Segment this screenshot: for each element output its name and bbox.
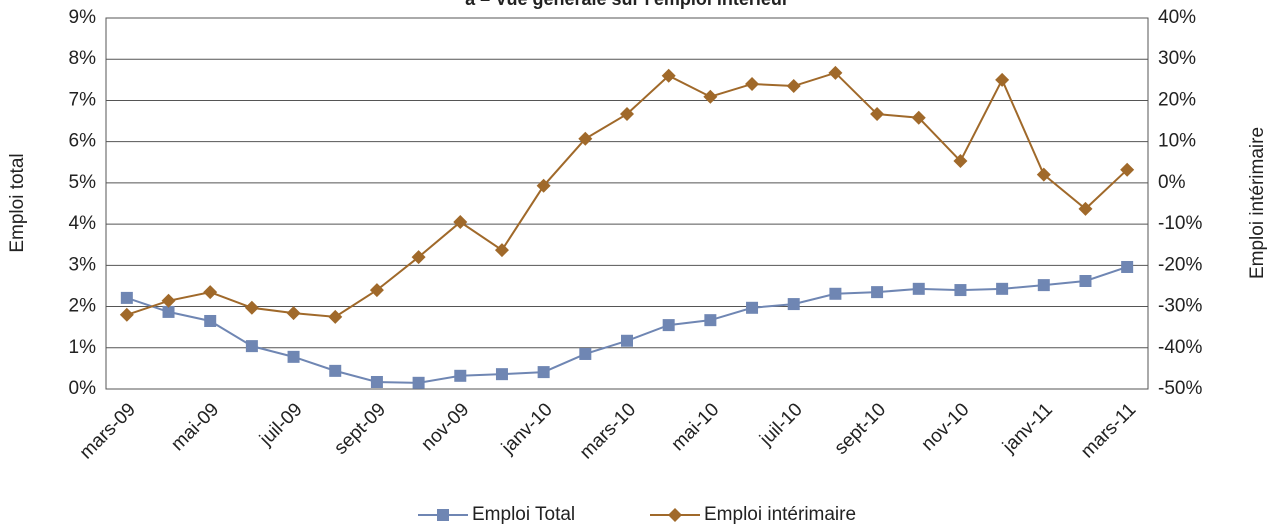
point — [119, 307, 134, 322]
legend-label: Emploi Total — [472, 504, 575, 525]
y-tick-label: 5% — [69, 172, 97, 193]
point — [1036, 167, 1051, 182]
point — [828, 65, 843, 80]
point — [411, 250, 426, 265]
y-axis-title: Emploi total — [7, 153, 28, 252]
point — [454, 369, 467, 382]
x-tick-label: mai-09 — [167, 399, 223, 455]
point — [286, 306, 301, 321]
point — [703, 89, 718, 104]
y-tick-label: 4% — [69, 213, 97, 234]
point — [662, 319, 675, 332]
y-tick-label: 1% — [69, 337, 97, 358]
point — [120, 291, 133, 304]
y2-tick-label: 40% — [1158, 7, 1196, 28]
point — [494, 243, 509, 258]
point — [203, 285, 218, 300]
point — [328, 309, 343, 324]
point — [412, 376, 425, 389]
point — [829, 287, 842, 300]
point — [911, 110, 926, 125]
plot-border — [105, 17, 1149, 390]
x-tick-label: juil-10 — [755, 399, 806, 450]
point — [1078, 201, 1093, 216]
point — [704, 314, 717, 327]
y-tick-label: 0% — [69, 378, 97, 399]
y2-tick-label: 0% — [1158, 172, 1186, 193]
y-tick-label: 3% — [69, 254, 97, 275]
point — [370, 375, 383, 388]
x-tick-label: mai-10 — [668, 399, 724, 455]
y2-tick-label: -30% — [1158, 296, 1202, 317]
y-tick-label: 7% — [69, 89, 97, 110]
y-tick-label: 9% — [69, 7, 97, 28]
point — [953, 154, 968, 169]
y-tick-label: 2% — [69, 296, 97, 317]
point — [786, 79, 801, 94]
y2-tick-label: -50% — [1158, 378, 1202, 399]
point — [746, 301, 759, 314]
point — [621, 334, 633, 347]
point — [495, 368, 508, 381]
point — [954, 284, 967, 297]
y2-tick-label: -40% — [1158, 337, 1202, 358]
point — [745, 76, 760, 91]
y2-tick-label: -10% — [1158, 213, 1202, 234]
point — [871, 286, 884, 299]
point — [912, 282, 925, 295]
x-tick-label: sept-09 — [330, 399, 390, 459]
point — [787, 298, 800, 311]
legend-marker — [437, 509, 449, 521]
point — [1121, 260, 1134, 273]
series-line — [126, 266, 1128, 384]
chart-title: a – Vue générale sur l'emploi intérieur — [465, 0, 789, 9]
point — [161, 293, 176, 308]
point — [369, 283, 384, 298]
x-tick-label: nov-09 — [417, 399, 473, 455]
y2-tick-label: 10% — [1158, 131, 1196, 152]
y2-tick-label: -20% — [1158, 254, 1202, 275]
point — [537, 366, 550, 379]
legend-marker — [668, 508, 682, 522]
x-tick-label: mars-10 — [576, 399, 640, 463]
point — [995, 72, 1010, 87]
legend-label: Emploi intérimaire — [704, 504, 856, 525]
x-tick-label: sept-10 — [831, 399, 891, 459]
point — [162, 305, 175, 318]
x-tick-label: mars-09 — [76, 399, 140, 463]
point — [1079, 274, 1092, 287]
point — [996, 282, 1009, 295]
x-tick-label: juil-09 — [255, 399, 306, 450]
point — [245, 340, 258, 353]
point — [620, 107, 634, 122]
point — [244, 300, 259, 315]
point — [287, 350, 300, 363]
point — [453, 215, 468, 230]
x-tick-label: nov-10 — [918, 399, 974, 455]
x-tick-label: mars-11 — [1077, 399, 1140, 462]
x-tick-label: janv-10 — [497, 399, 557, 459]
x-tick-label: janv-11 — [998, 399, 1057, 458]
point — [578, 131, 593, 146]
point — [536, 178, 551, 193]
point — [1037, 279, 1050, 292]
y2-tick-label: 30% — [1158, 48, 1196, 69]
point — [870, 107, 885, 122]
y-tick-label: 6% — [69, 131, 97, 152]
point — [579, 347, 592, 360]
point — [204, 314, 217, 327]
y2-tick-label: 20% — [1158, 89, 1196, 110]
y2-axis-title: Emploi intérimaire — [1247, 127, 1268, 279]
point — [1120, 162, 1135, 177]
y-tick-label: 8% — [69, 48, 97, 69]
point — [329, 364, 342, 377]
point — [661, 68, 676, 83]
